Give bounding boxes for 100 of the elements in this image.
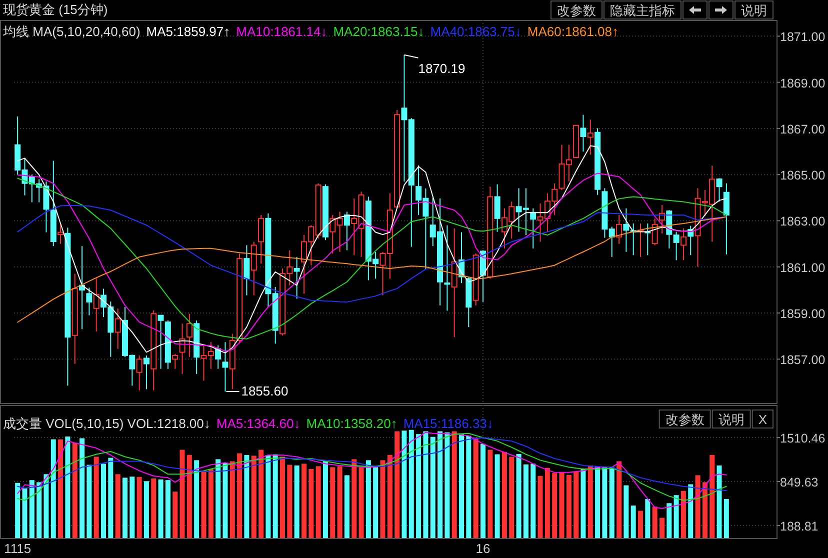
bar <box>337 466 342 538</box>
bar <box>301 464 306 538</box>
y-tick-label: 1869.00 <box>780 76 826 90</box>
bar <box>494 454 500 538</box>
bar <box>680 490 686 538</box>
bar <box>666 503 672 538</box>
text: MA40:1863.75↓ <box>430 24 522 39</box>
bar <box>473 438 478 538</box>
bar <box>502 452 507 538</box>
bar <box>602 467 608 538</box>
candlestick <box>244 244 250 296</box>
bar <box>695 475 700 538</box>
bar <box>94 456 99 538</box>
bar <box>509 456 514 538</box>
bar <box>595 466 600 538</box>
series-label: MA15:1186.33↓ <box>403 416 494 431</box>
bar <box>237 453 242 538</box>
y-tick-label: 1867.00 <box>780 122 826 136</box>
bar <box>387 455 392 538</box>
bar <box>716 465 722 538</box>
candlestick <box>93 278 100 332</box>
candlestick <box>114 308 121 350</box>
bar <box>108 458 114 538</box>
bar <box>588 465 593 538</box>
bar <box>530 464 536 538</box>
candlestick <box>294 256 300 300</box>
annotation: 改参数 <box>665 412 704 427</box>
bar <box>29 480 34 538</box>
bar <box>652 506 658 538</box>
bar <box>36 482 42 538</box>
bar <box>151 478 156 538</box>
bar <box>86 464 92 538</box>
bar <box>559 472 564 538</box>
candlestick <box>222 342 228 392</box>
text: MA5:1859.97↑ <box>146 24 230 39</box>
bar <box>15 482 20 538</box>
bar <box>645 498 650 538</box>
y-tick-label: 1510.46 <box>780 432 826 446</box>
bar <box>222 462 228 538</box>
candlestick <box>723 182 730 255</box>
text: MA20:1863.15↓ <box>333 24 424 39</box>
y-tick-label: 1865.00 <box>780 168 826 183</box>
bar <box>65 436 70 538</box>
bar <box>659 518 664 538</box>
bar <box>201 470 206 538</box>
bar <box>380 460 386 538</box>
legend-title: 均线 MA(5,10,20,40,60) <box>2 24 140 39</box>
text: 改参数 <box>557 3 596 18</box>
bar <box>402 430 407 538</box>
bar <box>22 488 28 538</box>
bar <box>688 484 694 538</box>
y-tick-label: 1857.00 <box>780 353 826 368</box>
bar <box>423 431 428 538</box>
candlestick <box>58 222 64 244</box>
candlestick <box>494 184 500 232</box>
candlestick <box>186 313 192 358</box>
bar <box>308 468 314 538</box>
bar <box>322 461 328 538</box>
text: X <box>758 412 768 427</box>
x-tick-label: 16 <box>476 541 490 556</box>
bar <box>208 468 214 538</box>
bar <box>616 461 622 538</box>
bar <box>523 464 528 538</box>
bar <box>552 473 558 538</box>
bar <box>101 464 106 538</box>
bar <box>710 455 715 538</box>
candlestick <box>444 224 450 312</box>
annotation: 1855.60 <box>241 383 288 398</box>
bar <box>609 467 614 538</box>
bar <box>330 467 336 538</box>
bar <box>624 485 629 538</box>
bar <box>272 454 278 538</box>
bar <box>115 474 120 538</box>
annotation: 1870.19 <box>418 60 466 76</box>
bar <box>80 438 85 538</box>
bar <box>266 455 271 538</box>
bar <box>344 475 350 538</box>
line-series <box>17 216 727 323</box>
y-tick-label: 188.81 <box>780 519 818 534</box>
bar <box>480 444 486 538</box>
bar <box>294 465 300 538</box>
bar <box>430 436 436 538</box>
bar <box>244 455 250 538</box>
bar <box>630 506 636 538</box>
bar <box>216 459 221 538</box>
bar <box>280 456 285 538</box>
candlestick <box>594 128 601 196</box>
bar <box>316 466 321 538</box>
line-series <box>17 437 727 492</box>
bar <box>702 482 708 538</box>
bar <box>674 495 679 538</box>
bar <box>186 455 192 538</box>
candlestick <box>587 119 594 156</box>
candlestick <box>616 214 622 244</box>
text: 隐藏主指标 <box>610 3 675 18</box>
bar <box>394 431 400 538</box>
y-tick-label: 1861.00 <box>780 260 826 275</box>
bar <box>452 431 457 538</box>
legend-title: 成交量 VOL(5,10,15) VOL:1218.00↓ <box>3 416 210 431</box>
bar <box>444 432 450 538</box>
